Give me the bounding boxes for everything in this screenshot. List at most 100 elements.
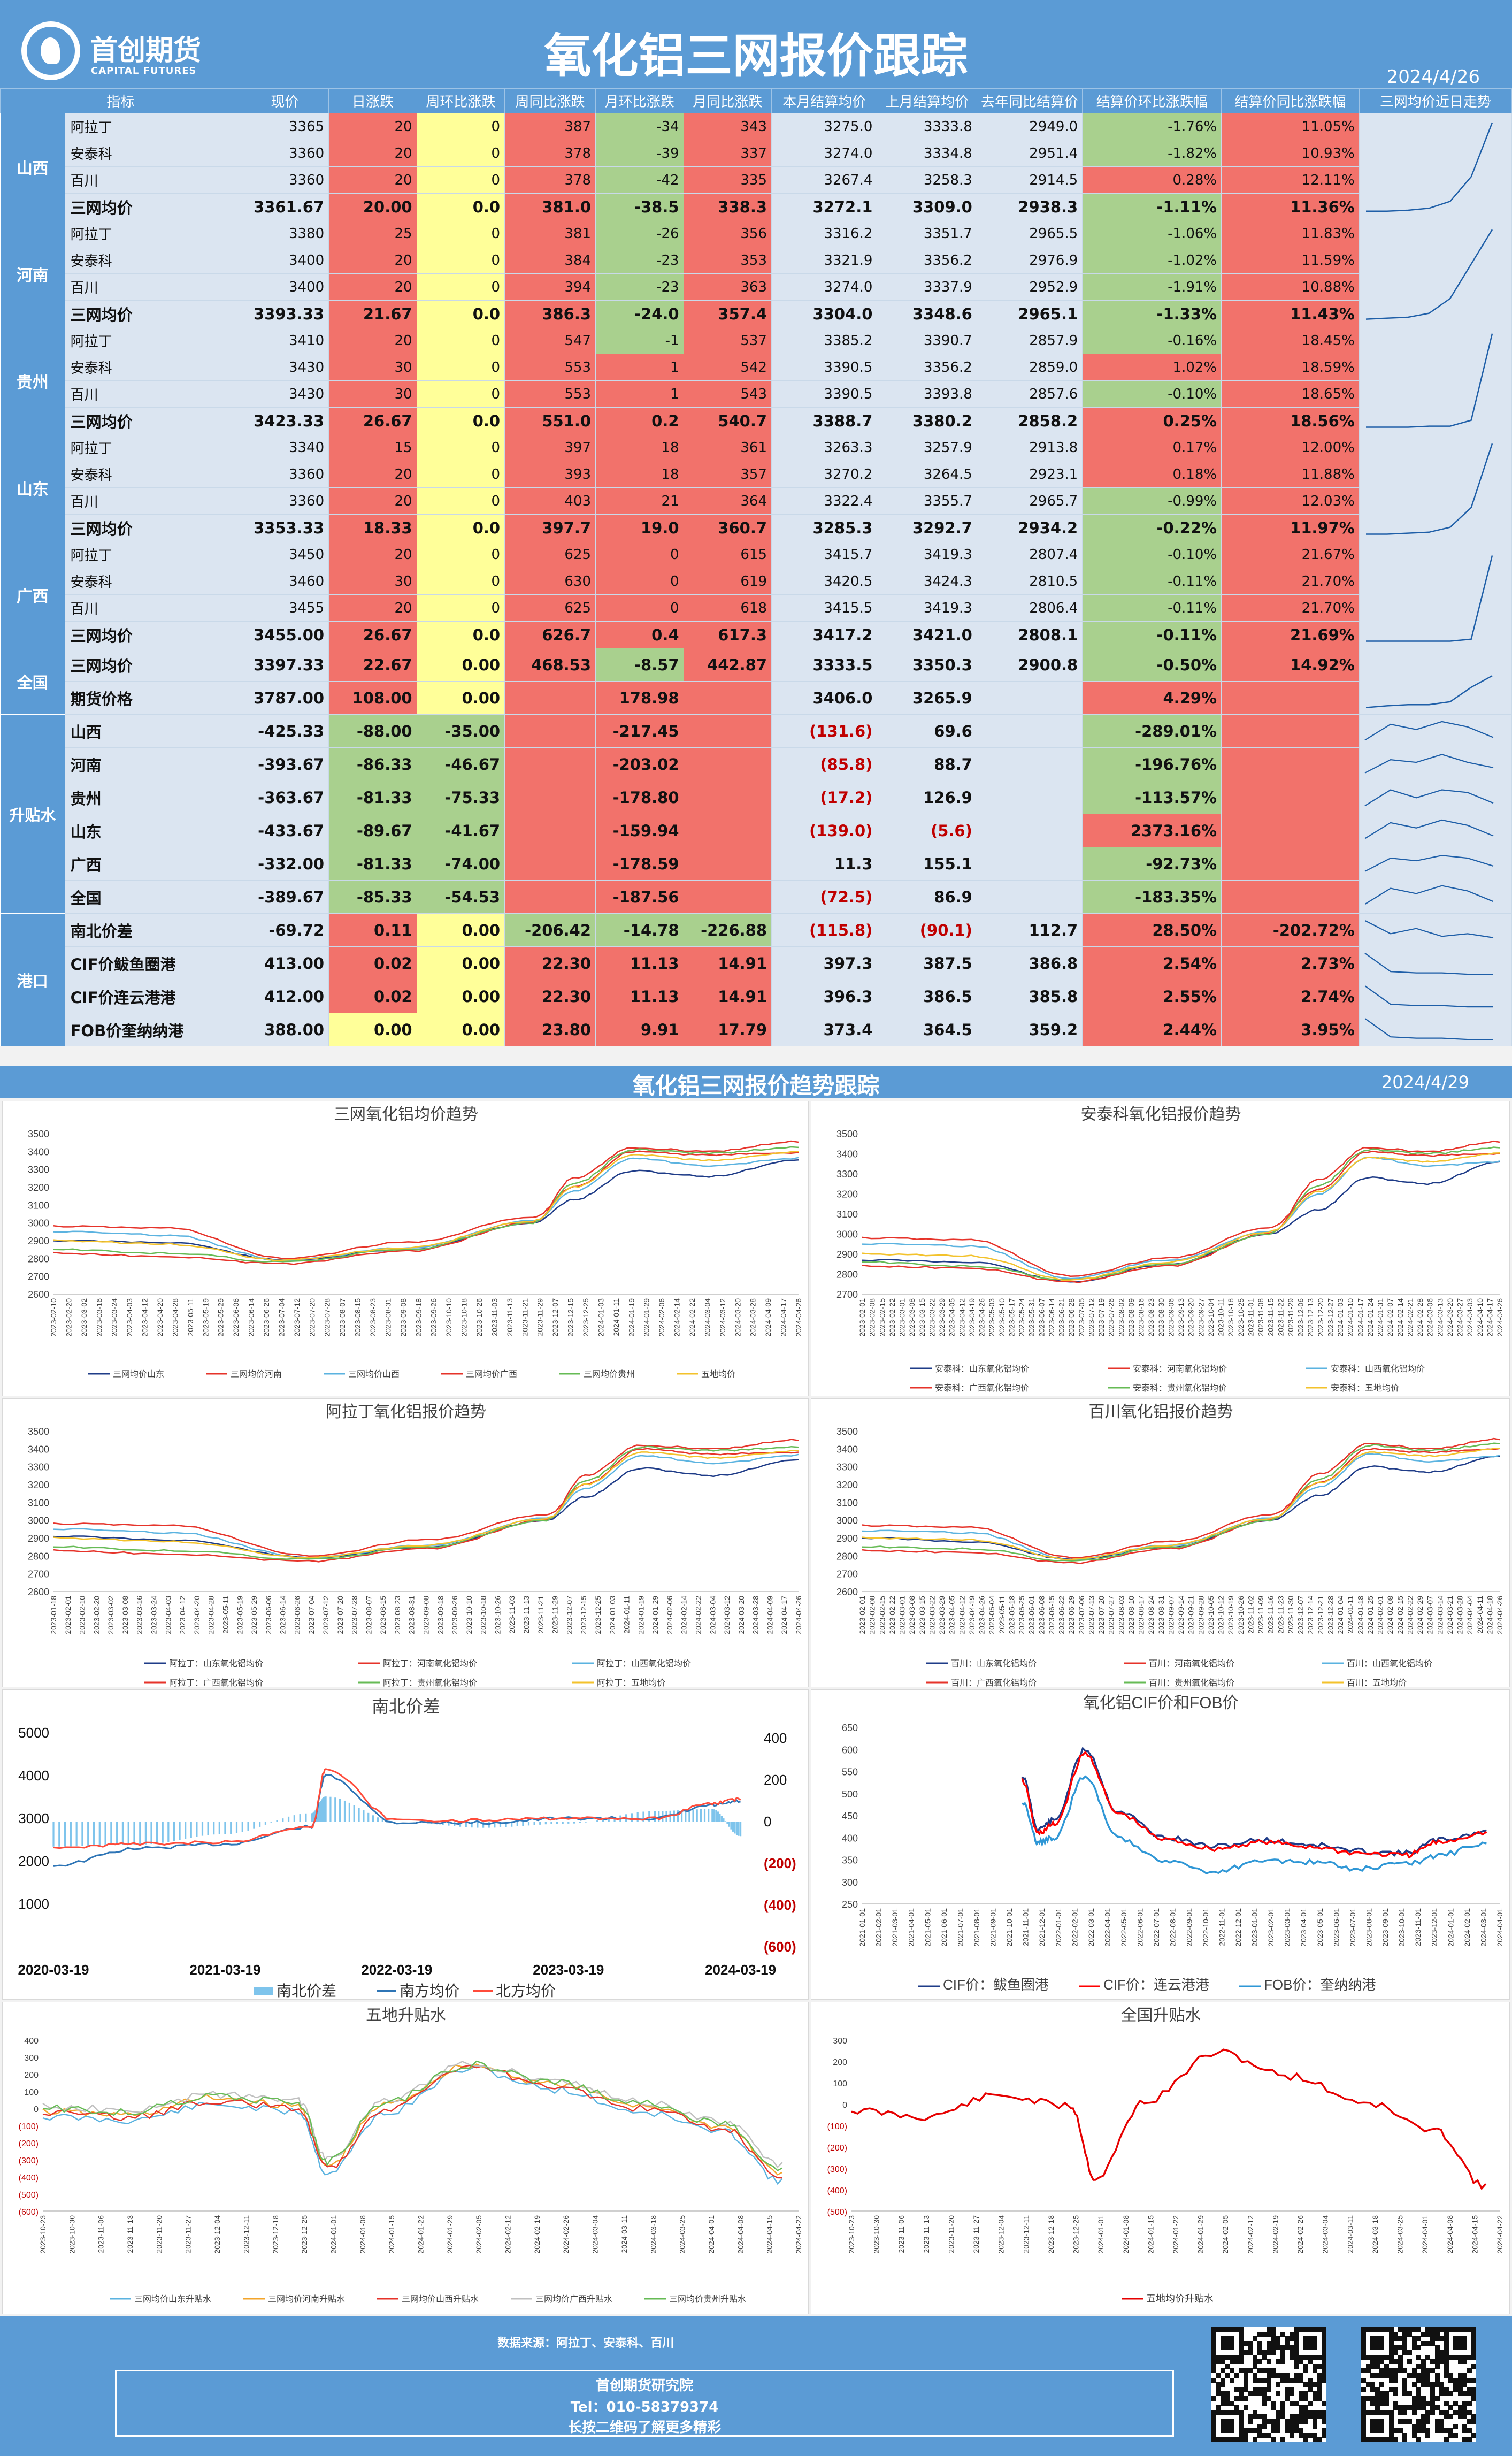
spread-bar [98,1822,101,1846]
cell-value: 11.88% [1221,461,1360,488]
spread-bar [602,1819,604,1822]
x-tick-label: 2023-12-11 [242,2215,250,2253]
spread-bar [533,1822,535,1825]
y-tick-label: 300 [833,2037,847,2046]
spread-bar [52,1822,55,1847]
x-tick-label: 2023-08-15 [354,1298,362,1337]
cell-value: 551.0 [504,407,596,434]
spread-bar [325,1796,327,1822]
cell-value: 11.97% [1221,514,1360,541]
x-tick-label: 2023-06-14 [279,1596,287,1634]
cell-value: -0.10% [1082,380,1222,408]
series-line [42,2061,783,2169]
x-tick-label: 2023-02-15 [878,1298,886,1337]
cell-value: 3272.1 [771,193,878,220]
legend-entry: 北方均价 [496,1983,556,1999]
x-tick-label: 2024-03-12 [718,1298,727,1337]
qr-code-icon[interactable] [1211,2327,1327,2443]
x-tick-label: 2024-03-28 [1456,1596,1464,1634]
x-tick-label: 2023-04-12 [178,1596,187,1634]
cell-value: -69.72 [240,913,329,947]
spread-bar [323,1797,325,1822]
cell-value: 11.83% [1221,220,1360,247]
x-tick-label: 2024-02-28 [1416,1298,1424,1337]
cell-value: 3322.4 [771,487,878,515]
x-tick-label: 2023-08-09 [1127,1298,1135,1337]
cell-value [1221,781,1360,814]
cell-value: 3258.3 [877,166,977,194]
chart-antaike: 安泰科氧化铝报价趋势 3500 3400 3300 3200 3100 3000 2900 28… [836,1106,1504,1393]
cell-value: -26 [595,220,684,247]
cell-value: 11.05% [1221,113,1360,140]
spread-bar [358,1808,360,1822]
x-tick-label: 2023-09-27 [1196,1298,1205,1337]
x-tick-label: 2022-07-01 [1152,1908,1161,1947]
legend-entry: 三网均价山西升贴水 [402,2294,479,2304]
chart-title: 三网氧化铝均价趋势 [334,1106,478,1123]
sparkline-series [1364,1017,1493,1040]
cell-value: 386.5 [877,980,977,1013]
cell-value: 2857.6 [976,380,1083,408]
cell-value: 3360 [240,166,329,194]
series-line [42,2064,782,2179]
spread-bar [573,1822,575,1824]
x-tick-label: 2023-12-07 [551,1298,559,1337]
cell-value: 30 [328,354,417,381]
spread-bar [688,1809,690,1822]
x-tick-label: 2023-05-11 [221,1596,229,1634]
row-label: 山东 [64,814,241,847]
cell-value: 3385.2 [771,327,878,354]
cell-value: 3334.8 [877,140,977,167]
x-tick-label: 2023-10-26 [493,1596,502,1634]
spread-bar [116,1822,118,1845]
cell-value: -159.94 [595,814,684,847]
x-tick-label: 2023-12-20 [1316,1298,1325,1337]
qr-code-icon[interactable] [1361,2327,1477,2443]
series-line [53,1453,799,1559]
row-label: 三网均价 [64,648,241,682]
cell-value: 0 [416,434,505,461]
x-tick-label: 2023-10-30 [67,2215,76,2254]
cell-value: 2913.8 [976,434,1083,461]
table-row: 全国 三网均价 3397.33 22.67 0.00 468.53 -8.57 442.87 3… [0,648,1512,715]
y-tick-label: 2900 [28,1533,49,1544]
x-tick-label: 2023-08-10 [1127,1596,1135,1634]
x-tick-label: 2024-03-13 [1436,1298,1444,1337]
x-tick-label: 2024-02-21 [1406,1298,1414,1337]
spread-bar [348,1802,350,1822]
x-tick-label: 2023-07-12 [321,1596,330,1634]
table-row: 百川 3360 20 0 403 21 364 3322.4 3355.7 2965.7 -0.99… [1,487,1512,515]
region-label: 全国 [0,648,65,715]
cell-value: (115.8) [771,913,878,947]
x-tick-label: 2024-04-18 [1485,1596,1494,1634]
cell-value: -1.76% [1082,113,1222,140]
cell-value: 3393.8 [877,380,977,408]
cell-value: 3356.2 [877,354,977,381]
cell-value [683,714,772,748]
cell-value: 10.93% [1221,140,1360,167]
cell-value: 412.00 [240,980,329,1013]
x-tick-label: 2023-10-12 [1217,1596,1225,1634]
x-tick-label: 2023-10-04 [1207,1298,1215,1337]
table-row: 广西 -332.00 -81.33 -74.00 -178.59 11.3 155.1 -92… [1,847,1512,881]
x-tick-label: 2024-02-08 [1386,1596,1394,1634]
cell-value [683,814,772,847]
x-tick-label: 2021-03-01 [891,1908,899,1947]
cell-value: 413.00 [240,946,329,980]
legend-entry: 阿拉丁：山西氧化铝均价 [597,1659,691,1669]
x-tick-label: 2021-01-01 [858,1908,866,1947]
x-tick-label: 2024-03-25 [1396,2215,1404,2254]
spread-bar [139,1822,141,1845]
chart-panel-antaike: 安泰科氧化铝报价趋势 3500 3400 3300 3200 3100 3000 2900 28… [811,1101,1510,1396]
spread-bar [465,1822,467,1827]
x-tick-label: 2023-01-01 [1250,1908,1259,1947]
x-tick-label: 2024-01-03 [596,1298,605,1337]
x-tick-label: 2023-05-18 [1007,1596,1016,1634]
cell-value [683,681,772,715]
cell-value: -41.67 [416,814,505,847]
x-tick-label: 2023-12-21 [1316,1596,1325,1634]
cell-value: 0 [416,541,505,568]
x-tick-label: 2023-12-25 [594,1596,602,1634]
spread-bar [728,1822,731,1827]
x-tick-label: 2024-01-29 [1196,2215,1205,2254]
